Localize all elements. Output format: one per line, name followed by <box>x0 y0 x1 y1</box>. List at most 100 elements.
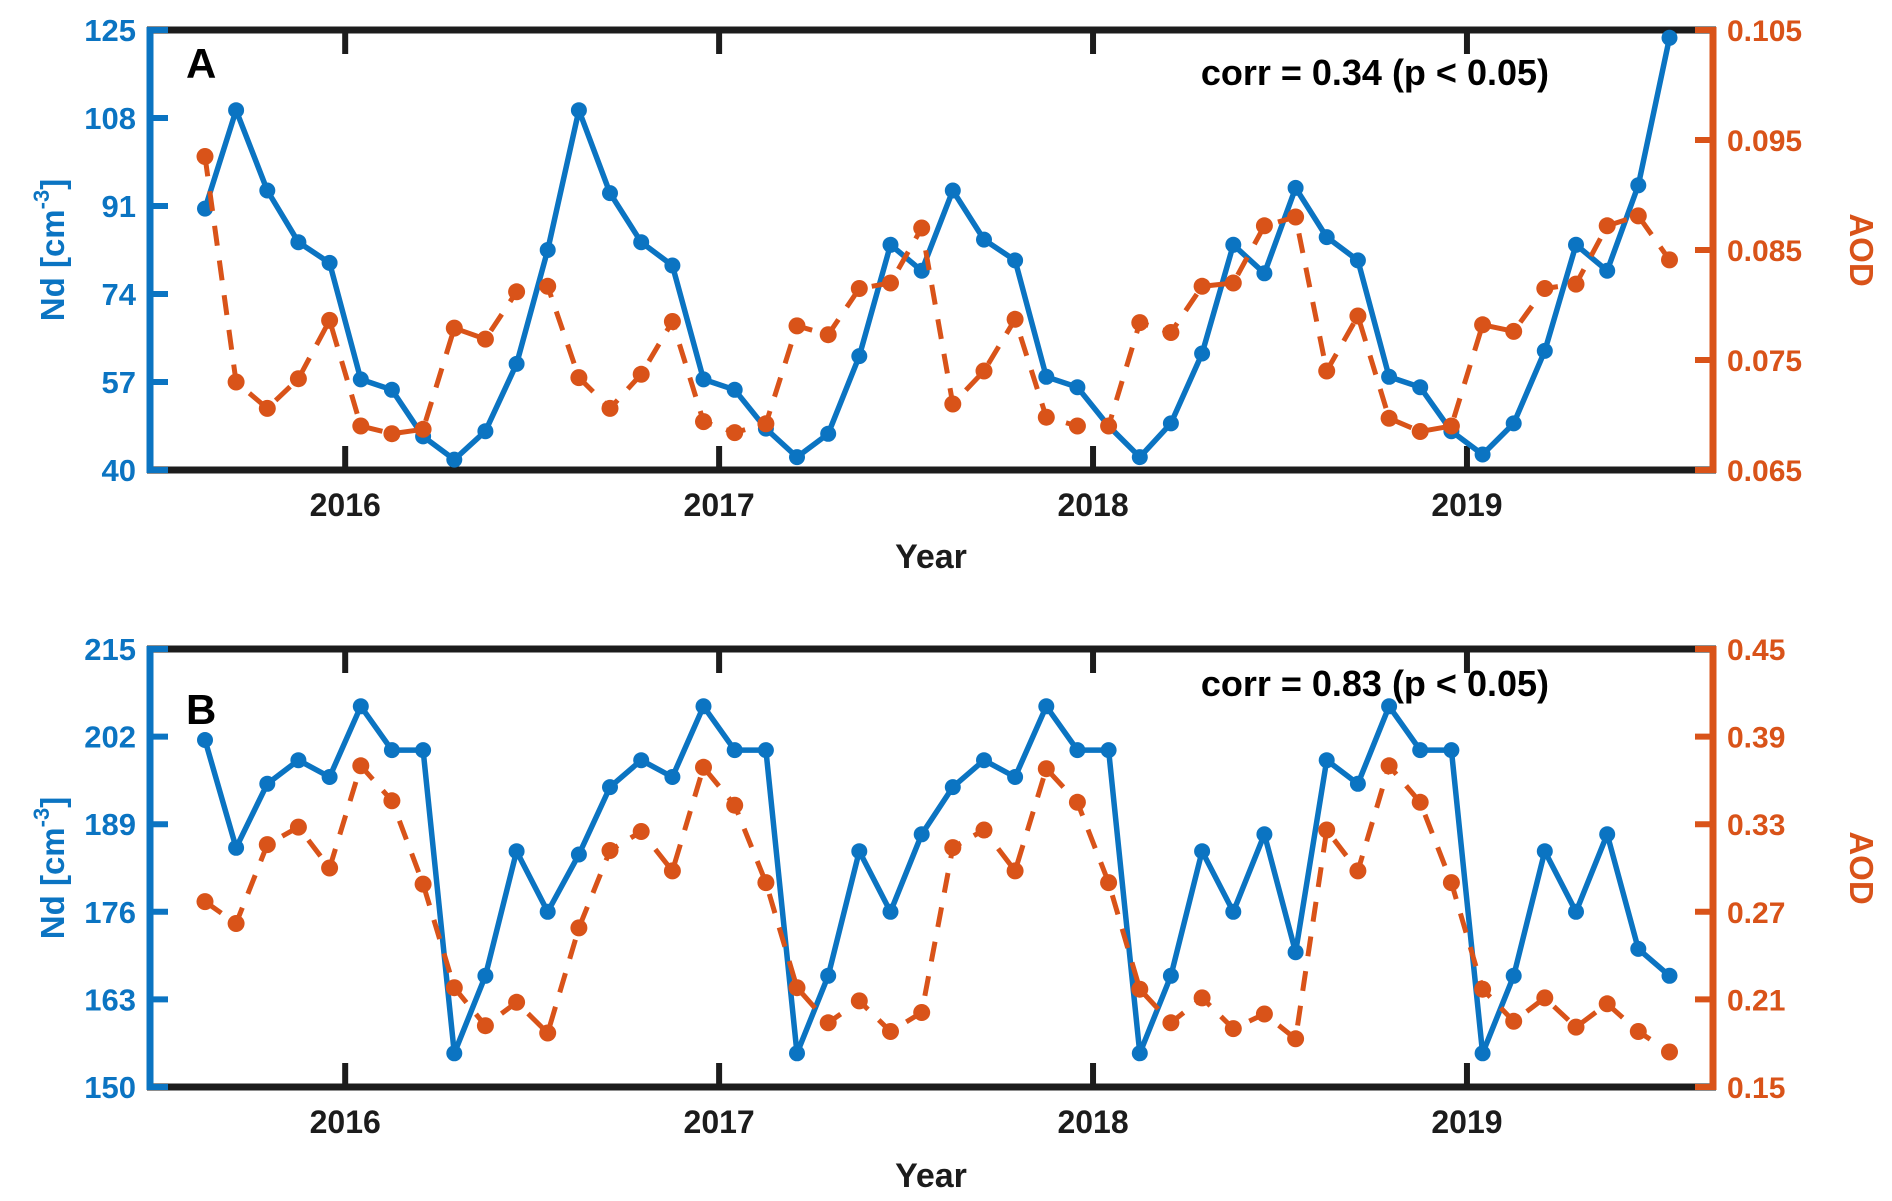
aod-series-marker <box>1224 1020 1242 1038</box>
aod-series-marker <box>383 425 401 443</box>
y-tick-label-right: 0.095 <box>1727 125 1802 158</box>
aod-series-marker <box>944 395 962 413</box>
aod-series-marker <box>1193 277 1211 295</box>
y-tick-label-left: 91 <box>102 189 136 224</box>
aod-series-marker <box>757 874 775 892</box>
panel-a-yaxis-title-right: AOD <box>1843 213 1880 286</box>
y-tick-label-right: 0.21 <box>1727 984 1785 1017</box>
aod-series-marker <box>757 415 775 433</box>
aod-series-marker <box>1068 417 1086 435</box>
aod-series-marker <box>476 1017 494 1035</box>
nd-series-marker <box>1100 742 1117 759</box>
nd-series-marker <box>789 449 805 466</box>
aod-series-marker <box>1536 989 1554 1007</box>
nd-series-marker <box>383 381 400 398</box>
aod-series-marker <box>819 1014 837 1032</box>
nd-series-marker <box>602 779 618 796</box>
nd-series-marker <box>1007 252 1024 269</box>
nd-series-marker <box>1287 944 1304 961</box>
y-tick-label-left: 150 <box>84 1070 136 1105</box>
nd-series-marker <box>1381 368 1398 385</box>
aod-series-marker <box>1287 1030 1305 1048</box>
nd-series-marker <box>228 102 245 119</box>
nd-series-marker <box>1661 29 1678 46</box>
aod-series-marker <box>352 757 370 775</box>
aod-series-marker <box>508 993 526 1011</box>
aod-series-marker <box>1442 417 1460 435</box>
nd-series-marker <box>259 182 276 199</box>
aod-series-marker <box>1318 362 1336 380</box>
nd-series-marker <box>446 1045 463 1062</box>
aod-series-marker <box>726 424 744 442</box>
nd-series-marker <box>1536 342 1553 359</box>
nd-series-marker <box>1038 698 1055 715</box>
aod-series-marker <box>539 277 557 295</box>
nd-series-marker <box>290 752 307 769</box>
aod-series-marker <box>1380 409 1398 427</box>
nd-series-marker <box>726 742 743 759</box>
aod-series-marker <box>850 280 868 297</box>
nd-series-marker <box>1007 769 1024 785</box>
nd-label-superscript: -3 <box>29 808 54 828</box>
nd-series-marker <box>1412 742 1429 759</box>
aod-series-marker <box>1162 324 1180 341</box>
y-tick-label-right: 0.085 <box>1727 235 1802 268</box>
nd-label-bracket: ] <box>34 179 71 190</box>
nd-series-marker <box>477 423 494 440</box>
nd-series-marker <box>944 779 961 796</box>
nd-series-marker <box>1225 903 1242 920</box>
x-tick-label: 2019 <box>1431 1104 1502 1140</box>
aod-series-marker <box>975 821 993 839</box>
aod-series-marker <box>570 919 588 937</box>
aod-series-marker <box>726 796 744 814</box>
aod-series-marker <box>1598 217 1616 235</box>
panel-b-yaxis-title-right: AOD <box>1843 831 1880 904</box>
aod-series-marker <box>663 862 681 880</box>
aod-series-marker <box>258 836 276 854</box>
nd-series-marker <box>882 236 899 253</box>
x-tick-label: 2016 <box>310 487 381 523</box>
nd-series-marker <box>1568 903 1584 920</box>
panel-b-plot: 2016 2017 2018 2019 150 163 176 189 202 215 0.15 0.… <box>84 632 1785 1140</box>
nd-label-text: Nd [cm <box>34 209 71 321</box>
nd-series-marker <box>197 732 213 748</box>
nd-series-marker <box>1256 265 1273 282</box>
nd-series-marker <box>1038 368 1055 385</box>
y-tick-label-left: 163 <box>84 982 136 1017</box>
nd-label-superscript: -3 <box>29 190 54 210</box>
nd-label-bracket: ] <box>34 797 71 808</box>
aod-series-marker <box>1162 1014 1180 1032</box>
aod-series-marker <box>258 399 276 417</box>
aod-series-line <box>202 156 1672 437</box>
aod-series-marker <box>1505 322 1523 340</box>
nd-series-marker <box>664 769 681 785</box>
nd-series-line <box>202 37 1673 463</box>
nd-series-marker <box>851 348 868 365</box>
nd-series-marker <box>1194 843 1211 860</box>
aod-series-marker <box>601 399 619 417</box>
aod-series-marker <box>1131 314 1149 332</box>
nd-series-marker <box>1318 752 1335 769</box>
aod-series-marker <box>1255 1005 1273 1023</box>
y-tick-label-left: 215 <box>84 632 136 667</box>
aod-series-marker <box>1567 1018 1585 1036</box>
aod-series-marker <box>289 818 307 836</box>
aod-series-marker <box>695 413 712 431</box>
nd-series-marker <box>1412 379 1429 396</box>
aod-series-marker <box>1661 1043 1678 1061</box>
x-tick-label: 2018 <box>1057 487 1128 523</box>
aod-series-marker <box>1349 862 1367 880</box>
nd-series-marker <box>664 257 681 274</box>
nd-series-marker <box>1131 1045 1148 1062</box>
aod-series-line <box>203 763 1671 1055</box>
nd-series-marker <box>1599 826 1616 843</box>
y-tick-label-left: 176 <box>84 895 136 930</box>
nd-series-marker <box>1505 967 1522 984</box>
nd-series-marker <box>1162 415 1179 432</box>
y-tick-label-left: 125 <box>84 13 136 48</box>
y-tick-label-right: 0.45 <box>1727 634 1785 667</box>
aod-series-marker <box>913 1004 931 1021</box>
panel-a-corr-annotation: corr = 0.34 (p < 0.05) <box>1201 52 1549 93</box>
panel-b-letter: B <box>186 686 216 733</box>
